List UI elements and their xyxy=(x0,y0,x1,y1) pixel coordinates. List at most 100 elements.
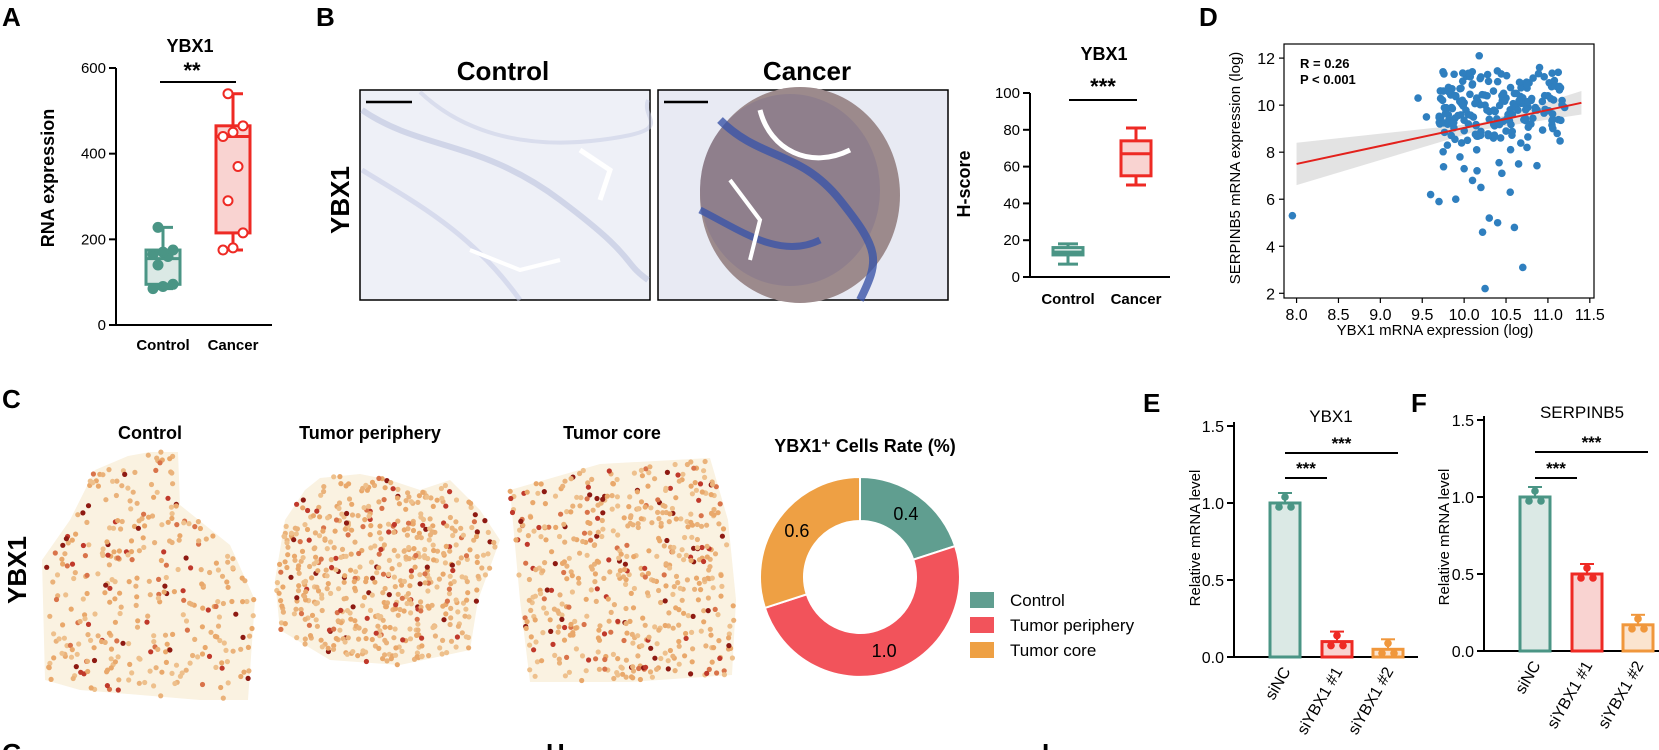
tissue-cell xyxy=(393,652,399,658)
tissue-cell xyxy=(683,552,690,558)
tissue-cell xyxy=(401,608,407,614)
scatter-point xyxy=(1439,68,1447,76)
tissue-cell xyxy=(689,629,695,636)
tissue-cell xyxy=(395,486,401,492)
tissue-cell xyxy=(112,659,118,665)
tissue-cell xyxy=(355,513,361,519)
replicate-point xyxy=(1634,615,1642,623)
tissue-cell xyxy=(401,578,407,585)
tissue-cell xyxy=(134,594,140,600)
tissue-cell xyxy=(538,534,544,540)
tissue-cell xyxy=(673,516,679,522)
tissue-cell xyxy=(223,647,229,654)
scatter-point xyxy=(1489,87,1498,95)
tissue-cell xyxy=(451,579,457,585)
tissue-cell xyxy=(225,553,231,559)
tissue-cell xyxy=(161,549,167,555)
tissue-cell xyxy=(637,676,644,683)
scatter-point xyxy=(1506,145,1515,154)
panel-letter-c: C xyxy=(2,384,21,414)
panel-a-title: YBX1 xyxy=(166,36,213,56)
tissue-cell xyxy=(609,506,615,512)
tissue-cell xyxy=(146,578,152,584)
tissue-cell xyxy=(337,627,343,633)
tissue-cell xyxy=(196,538,202,544)
tissue-cell xyxy=(444,598,450,604)
tissue-cell xyxy=(387,624,393,631)
x-tick-label: 11.5 xyxy=(1575,307,1605,324)
tissue-cell xyxy=(208,629,214,635)
tissue-cell xyxy=(282,621,288,627)
tissue-cell xyxy=(216,614,222,620)
tissue-cell xyxy=(274,580,280,586)
tissue-cell xyxy=(67,642,73,649)
tissue-cell xyxy=(382,485,388,491)
tissue-cell xyxy=(144,619,150,625)
tissue-cell xyxy=(284,564,290,571)
tissue-cell xyxy=(171,589,177,595)
tissue-cell xyxy=(576,580,582,586)
tissue-cell xyxy=(63,536,69,542)
tissue-cell xyxy=(669,505,676,512)
tissue-cell xyxy=(324,586,330,592)
tissue-cell xyxy=(492,544,498,550)
tissue-cell xyxy=(350,649,356,655)
tissue-cell xyxy=(296,570,302,576)
tissue-cell xyxy=(532,593,539,599)
tissue-cell xyxy=(214,634,220,640)
tissue-cell xyxy=(425,603,431,609)
tissue-cell xyxy=(658,599,664,606)
tissue-cell xyxy=(586,657,592,663)
tissue-cell xyxy=(130,489,136,495)
panel-d-xlabel: YBX1 mRNA expression (log) xyxy=(1337,322,1534,339)
tissue-cell xyxy=(705,595,712,601)
scatter-point xyxy=(1493,67,1502,75)
tissue-cell xyxy=(482,518,488,524)
tissue-cell xyxy=(373,630,379,636)
tissue-cell xyxy=(247,633,253,639)
tissue-cell xyxy=(151,683,157,689)
tissue-cell xyxy=(352,585,358,591)
tissue-cell xyxy=(709,659,715,665)
tissue-cell xyxy=(564,654,570,661)
tissue-cell xyxy=(382,624,388,630)
tissue-cell xyxy=(292,525,298,531)
tissue-cell xyxy=(635,633,641,639)
tissue-cell xyxy=(624,553,630,560)
x-tick-label: siNC xyxy=(1512,659,1544,698)
box-point xyxy=(237,227,249,239)
tissue-cell xyxy=(401,527,407,533)
tissue-cell xyxy=(60,542,66,548)
x-tick-label: 8.5 xyxy=(1327,307,1349,324)
tissue-cell xyxy=(127,661,133,668)
tissue-cell xyxy=(556,533,563,540)
tissue-cell xyxy=(403,498,409,504)
tissue-cell xyxy=(608,609,614,616)
tissue-cell xyxy=(135,525,141,531)
tissue-cell xyxy=(581,621,587,628)
scatter-point xyxy=(1500,97,1509,106)
tissue-cell xyxy=(336,505,342,511)
tissue-cell xyxy=(647,464,653,470)
panel-b-ylabel: H-score xyxy=(954,150,974,217)
tissue-cell xyxy=(474,559,480,566)
tissue-cell xyxy=(609,493,615,499)
tissue-cell xyxy=(165,519,171,525)
tissue-cell xyxy=(577,470,583,477)
tissue-cell xyxy=(129,557,135,563)
tissue-cell xyxy=(151,633,157,639)
tissue-cell xyxy=(85,503,92,509)
tissue-cell xyxy=(631,470,638,476)
tissue-cell xyxy=(313,617,319,623)
legend-label-tumor-periphery: Tumor periphery xyxy=(1010,616,1135,635)
tissue-cell xyxy=(376,645,382,652)
tissue-cell xyxy=(594,495,600,502)
tissue-cell xyxy=(246,668,252,674)
tissue-cell xyxy=(473,533,480,540)
tissue-cell xyxy=(188,565,194,571)
tissue-cell xyxy=(721,672,728,678)
tissue-cell xyxy=(564,576,570,582)
tissue-cell xyxy=(448,605,454,612)
tissue-cell xyxy=(688,671,694,677)
tissue-cell xyxy=(207,569,213,576)
